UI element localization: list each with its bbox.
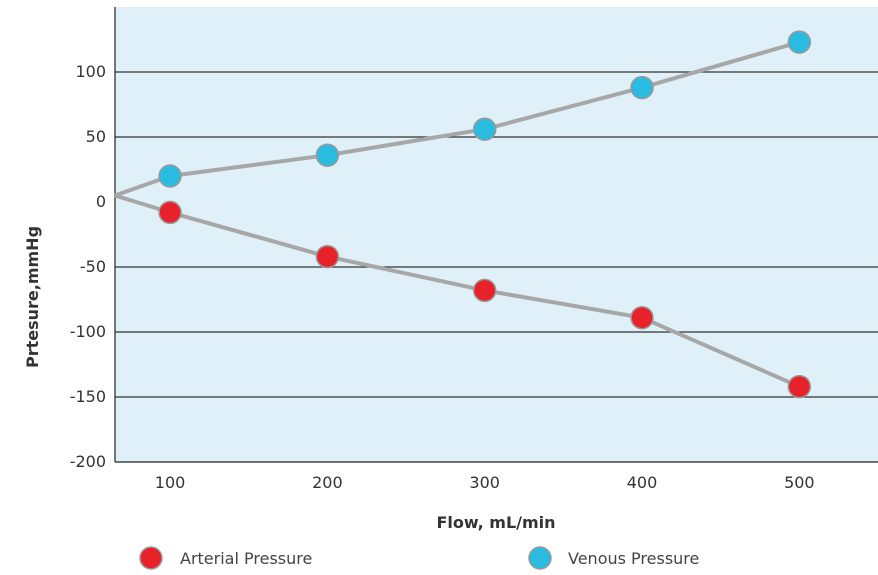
x-tick-label: 500 xyxy=(784,473,815,492)
gridlines xyxy=(115,71,878,398)
data-point-arterial xyxy=(630,305,654,330)
x-axis-title: Flow, mL/min xyxy=(436,513,555,532)
x-tick-label: 100 xyxy=(155,473,186,492)
legend-marker-arterial xyxy=(139,546,163,570)
y-tick-label: -200 xyxy=(70,452,106,471)
y-tick-label: -50 xyxy=(80,257,106,276)
series-points xyxy=(158,30,812,399)
y-tick-label: -150 xyxy=(70,387,106,406)
x-tick-label: 400 xyxy=(627,473,658,492)
data-point-venous xyxy=(630,75,654,100)
data-point-venous xyxy=(787,30,812,54)
x-tick-label: 300 xyxy=(469,473,500,492)
legend-marker-venous xyxy=(528,546,552,570)
plot-background xyxy=(115,7,878,462)
y-tick-label: 50 xyxy=(86,127,106,146)
data-point-arterial xyxy=(472,278,497,303)
data-point-venous xyxy=(315,143,340,167)
data-point-venous xyxy=(472,117,497,141)
legend: Arterial Pressure Venous Pressure xyxy=(139,546,699,570)
legend-label-venous: Venous Pressure xyxy=(568,549,699,568)
y-axis-title: Prtesure,mmHg xyxy=(23,226,42,368)
y-tick-label: -100 xyxy=(70,322,106,341)
legend-label-arterial: Arterial Pressure xyxy=(180,549,312,568)
x-tick-labels: 100 200 300 400 500 xyxy=(155,473,815,492)
data-point-arterial xyxy=(787,374,812,399)
x-tick-label: 200 xyxy=(312,473,343,492)
y-tick-labels: 100 50 0 -50 -100 -150 -200 xyxy=(70,62,106,471)
y-tick-label: 0 xyxy=(96,192,106,211)
data-point-arterial xyxy=(158,200,182,225)
data-point-arterial xyxy=(315,244,340,269)
data-point-venous xyxy=(158,164,182,188)
y-tick-label: 100 xyxy=(75,62,106,81)
